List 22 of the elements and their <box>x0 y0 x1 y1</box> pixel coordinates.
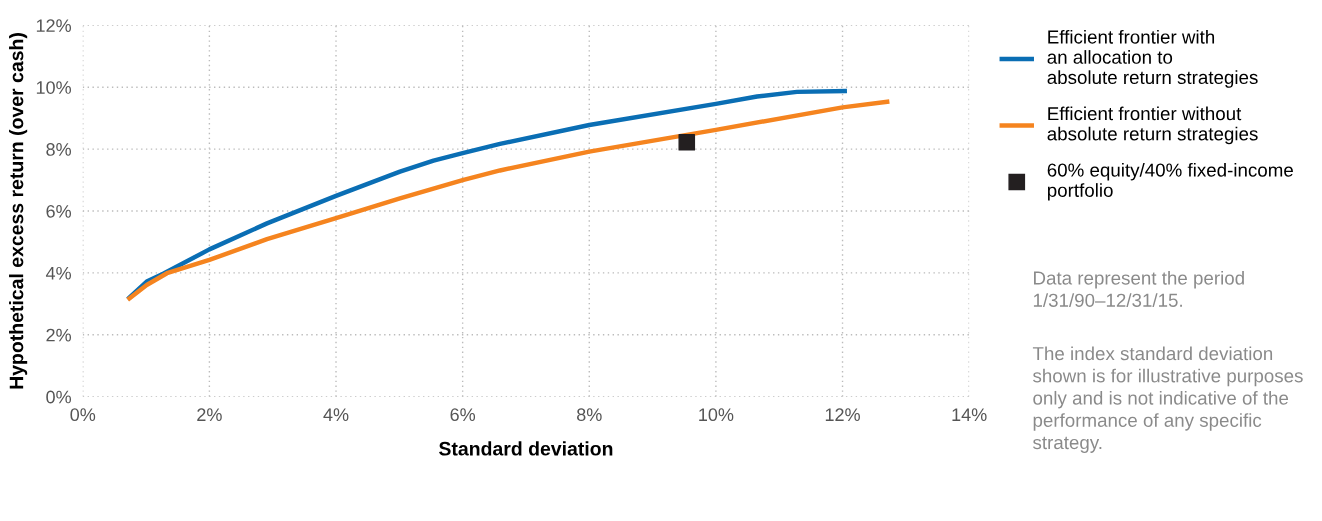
x-tick-label: 14% <box>952 408 987 421</box>
y-tick-label: 10% <box>36 81 71 94</box>
y-tick-label: 6% <box>46 204 71 218</box>
legend-label: 60% equity/40% fixed-income portfolio <box>1047 162 1293 201</box>
y-axis-title: Hypothetical excess return (over cash) <box>9 33 28 389</box>
y-tick-label: 12% <box>36 19 71 32</box>
x-tick-label: 10% <box>699 408 734 422</box>
x-tick-label: 6% <box>450 408 476 422</box>
x-axis-title: Standard deviation <box>439 441 613 456</box>
y-tick-label: 4% <box>45 266 71 280</box>
x-tick-label: 0% <box>70 408 96 422</box>
text: Data represent the period 1/31/90–12/31/15. <box>1033 270 1244 307</box>
y-tick-label: 8% <box>46 143 71 156</box>
legend-label: Efficient frontier without absolute return strategies <box>1047 106 1258 145</box>
x-tick-label: 2% <box>197 408 222 421</box>
legend-label: Efficient frontier with an allocation to absolute return strategies <box>1047 29 1258 88</box>
x-tick-label: 12% <box>825 408 860 421</box>
x-tick-label: 8% <box>577 408 602 422</box>
x-tick-label: 4% <box>323 408 349 421</box>
y-tick-label: 0% <box>46 390 71 404</box>
y-tick-label: 2% <box>46 328 71 342</box>
text: The index standard deviation shown is for illustrative purposes only and is not indicative of the performance of any specific strategy. <box>1032 346 1303 453</box>
